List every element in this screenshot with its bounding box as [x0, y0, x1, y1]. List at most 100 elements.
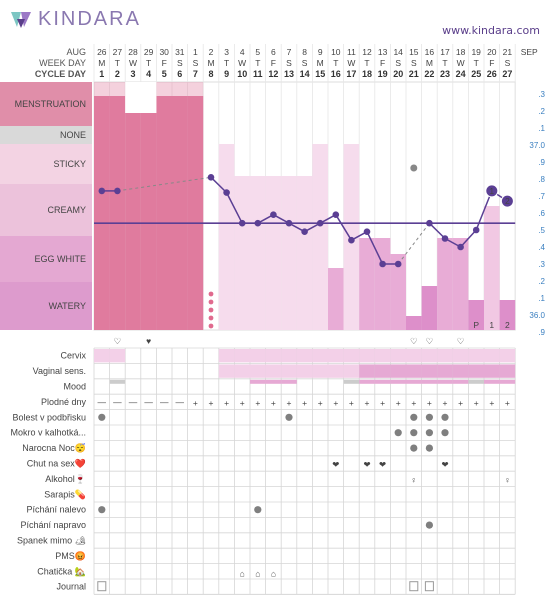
cycle-day-number: 19: [378, 69, 388, 79]
date-label: 5: [255, 47, 260, 57]
mood-cell: [468, 379, 484, 384]
weekday-label: W: [457, 58, 465, 68]
peak-letter: 1: [489, 320, 494, 330]
weekday-label: W: [129, 58, 137, 68]
fertile-plus: +: [302, 398, 307, 408]
chut-heart-icon: ❤: [332, 460, 340, 470]
date-label: 6: [271, 47, 276, 57]
website-link[interactable]: www.kindara.com: [442, 24, 540, 37]
vagsens-cell: [312, 364, 328, 378]
fertile-plus: +: [458, 398, 463, 408]
fertile-minus: —: [98, 397, 107, 407]
weekday-label: S: [286, 58, 292, 68]
temp-point: [394, 260, 402, 268]
temp-point: [114, 187, 121, 195]
band-label: CREAMY: [47, 205, 86, 215]
temp-point: [223, 189, 230, 196]
temp-point: [301, 228, 308, 235]
next-month-label: SEP: [521, 47, 538, 57]
fertile-plus: +: [255, 398, 260, 408]
cervix-cell: [484, 349, 500, 363]
band-label: NONE: [60, 130, 86, 140]
temp-scale-label: .7: [538, 192, 545, 201]
wine-glass-icon: ♀: [504, 475, 510, 485]
temp-scale-label: .9: [538, 158, 545, 167]
cycle-day-number: 16: [331, 69, 341, 79]
cervix-cell: [234, 349, 250, 363]
symptom-label: Journal: [56, 582, 86, 592]
pichani-nalevo-dot: [254, 506, 262, 514]
heart-icon: ♥: [146, 336, 151, 346]
band-label-bg: [0, 144, 92, 184]
date-label: 15: [409, 47, 419, 57]
journal-icon: [424, 581, 434, 592]
fluid-bar: [250, 176, 266, 330]
cycle-day-number: 26: [487, 69, 497, 79]
temp-point: [426, 219, 433, 227]
symptom-label: Píchání napravo: [20, 520, 86, 530]
cycle-day-number: 9: [224, 69, 229, 79]
heart-icon: ♡: [457, 336, 465, 346]
band-label: MENSTRUATION: [15, 99, 86, 109]
mood-cell: [250, 379, 266, 384]
weekday-label: T: [115, 58, 120, 68]
symptom-label: Narocna Noc😴: [22, 442, 86, 453]
temp-point: [316, 219, 324, 227]
cycle-day-number: 15: [315, 69, 325, 79]
temp-point: [472, 226, 480, 234]
vagsens-cell: [468, 364, 484, 378]
vagsens-cell: [374, 364, 391, 378]
fluid-bar: [390, 254, 406, 330]
week-day-label: WEEK DAY: [39, 58, 86, 68]
date-label: 30: [159, 47, 169, 57]
fertile-minus: —: [144, 397, 153, 407]
symptom-label: Sarapis💊: [44, 488, 86, 500]
fluid-bar: [281, 176, 297, 330]
temp-line-segment: [225, 192, 243, 224]
date-label: 2: [209, 47, 214, 57]
symptom-label: Chatička 🏡: [37, 566, 86, 576]
temp-point: [457, 243, 464, 251]
temp-point: [254, 219, 262, 227]
bolest-dot: [285, 413, 293, 421]
cervix-cell: [390, 349, 406, 363]
date-label: 13: [378, 47, 388, 57]
pichani-napravo-dot: [425, 521, 433, 529]
weekday-label: S: [395, 58, 401, 68]
fluid-bar: [94, 96, 110, 330]
cycle-day-number: 21: [409, 69, 419, 79]
temp-point: [270, 211, 277, 218]
journal-icon: [97, 581, 107, 592]
vagsens-cell: [484, 364, 500, 378]
date-label: 1: [193, 47, 198, 57]
temp-line-segment: [366, 231, 384, 265]
temp-line-segment: [397, 222, 430, 265]
band-label: STICKY: [53, 159, 86, 169]
weekday-label: M: [426, 58, 433, 68]
symptom-label: Alkohol🍷: [45, 473, 86, 484]
date-label: 26: [97, 47, 107, 57]
fertile-plus: +: [333, 398, 338, 408]
temp-scale-label: .1: [538, 294, 545, 303]
weekday-label: M: [317, 58, 324, 68]
mood-cell: [499, 379, 516, 384]
vagsens-cell: [250, 364, 266, 378]
vagsens-cell: [437, 364, 453, 378]
fertile-plus: +: [427, 398, 432, 408]
vagsens-cell: [421, 364, 438, 378]
mokro-dot: [394, 429, 402, 437]
fluid-bar: [218, 144, 235, 330]
journal-icon: [409, 581, 419, 592]
symptom-label: Mood: [63, 382, 86, 392]
vagsens-cell: [406, 364, 422, 378]
fertile-plus: +: [505, 398, 510, 408]
fluid-bar: [156, 96, 172, 330]
temp-line-segment: [335, 214, 353, 241]
symptom-label: Chut na sex❤️: [27, 459, 87, 469]
symptom-label: Píchání nalevo: [26, 505, 86, 515]
weekday-label: S: [177, 58, 183, 68]
symptom-label: Cervix: [60, 351, 86, 361]
fertile-minus: —: [113, 397, 122, 407]
fluid-bar: [187, 96, 204, 330]
